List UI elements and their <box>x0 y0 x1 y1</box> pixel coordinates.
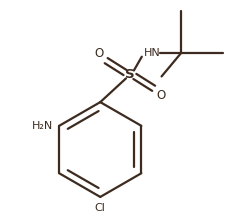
Text: S: S <box>125 68 135 81</box>
Text: Cl: Cl <box>95 203 106 213</box>
Text: O: O <box>156 89 165 102</box>
Text: O: O <box>95 47 104 60</box>
Text: H₂N: H₂N <box>32 121 53 131</box>
Text: HN: HN <box>144 48 160 58</box>
